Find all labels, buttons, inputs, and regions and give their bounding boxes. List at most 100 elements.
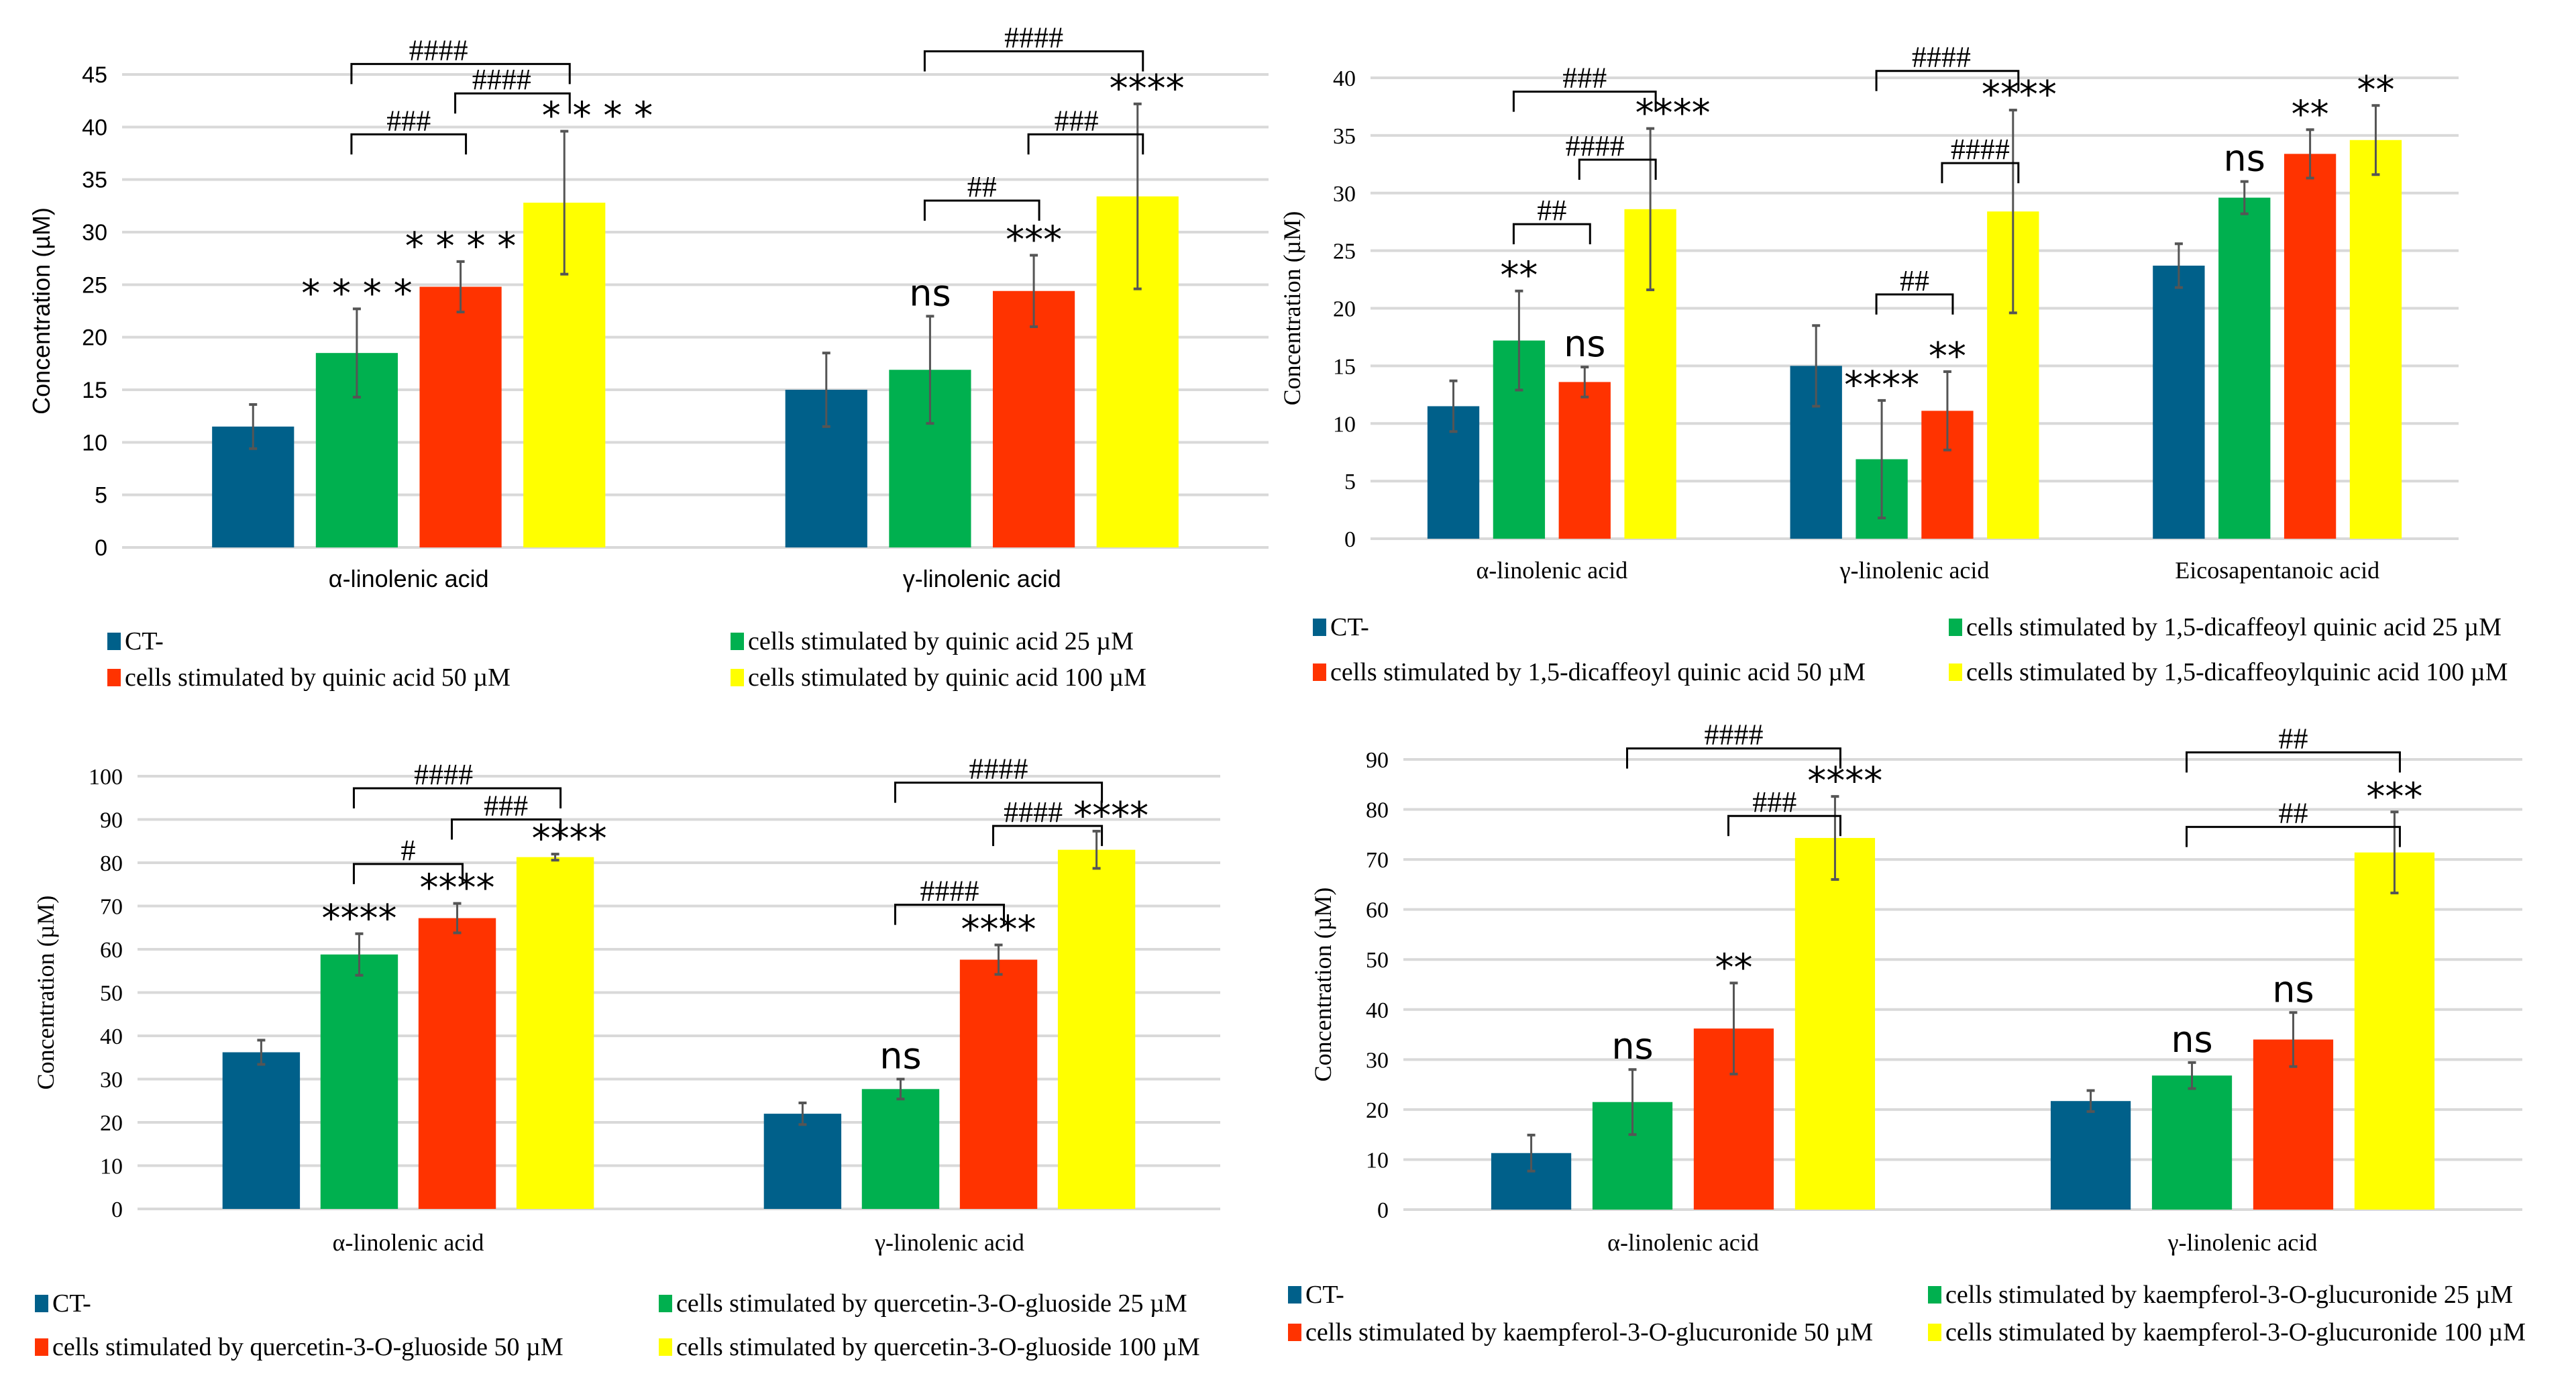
y-tick-label: 50 [1366,948,1389,973]
bracket-label: ### [1752,786,1796,818]
bar [2354,852,2435,1210]
bracket-label: #### [1951,133,2010,166]
y-tick-label: 15 [1333,354,1356,379]
comparison-bracket [2186,751,2401,773]
chart-panel-4: 0 10 20 30 40 50 60 70 80 90 Concentration (µM) α-l… [1309,719,2522,1256]
bar [516,857,594,1209]
y-tick-label: 35 [1333,124,1356,149]
y-tick-label: 20 [82,325,107,351]
x-category-label: γ-linolenic acid [874,1229,1024,1256]
y-tick-label: 10 [82,430,107,456]
y-tick-label: 10 [100,1155,123,1179]
bracket-label: ## [1537,194,1566,227]
legend-swatch [731,633,744,650]
comparison-bracket [1578,158,1657,180]
bar [419,286,502,547]
y-axis-label: Concentration (µM) [1309,888,1336,1082]
bracket-label: #### [1566,129,1625,162]
bar [861,1089,940,1209]
significance-label: ns [2272,968,2314,1010]
significance-label: *** [1006,218,1062,262]
y-tick-label: 90 [1366,748,1389,773]
significance-label: **** [1110,67,1185,111]
legend-item: cells stimulated by quercetin-3-O-gluosi… [659,1289,1187,1318]
x-category-label: α-linolenic acid [333,1229,484,1256]
bar [2284,154,2337,539]
legend-swatch [1928,1286,1941,1304]
y-tick-label: 40 [100,1024,123,1049]
y-tick-label: 15 [82,378,107,403]
legend-swatch [1288,1286,1301,1304]
x-category-label: γ-linolenic acid [903,565,1061,592]
legend-label: cells stimulated by 1,5-dicaffeoylquinic… [1966,658,2508,686]
legend-item: cells stimulated by quercetin-3-O-gluosi… [659,1332,1200,1362]
y-tick-label: 20 [100,1111,123,1136]
legend-label: cells stimulated by quercetin-3-O-gluosi… [52,1333,564,1361]
comparison-bracket [352,863,464,884]
bar [992,290,1075,547]
comparison-bracket [1875,293,1954,315]
significance-label: **** [532,817,607,861]
significance-label: * * * * [301,272,412,315]
bracket-label: #### [409,34,468,66]
legend-label: CT- [52,1289,91,1318]
bracket-label: # [401,834,416,867]
significance-label: **** [420,867,495,910]
y-tick-label: 10 [1333,412,1356,437]
significance-label: **** [1073,794,1148,838]
legend-item: cells stimulated by 1,5-dicaffeoyl quini… [1949,613,2502,642]
legend-label: cells stimulated by kaempferol-3-O-glucu… [1945,1318,2526,1346]
legend-item: CT- [1288,1280,1344,1310]
x-category-label: γ-linolenic acid [2167,1229,2318,1256]
significance-label: *** [2366,775,2422,818]
bracket-label: ## [1900,264,1929,297]
legend-swatch [107,669,121,686]
bracket-label: #### [414,758,473,791]
legend-swatch [1928,1324,1941,1341]
legend-item: cells stimulated by kaempferol-3-O-glucu… [1928,1280,2513,1310]
y-tick-label: 100 [89,765,123,790]
bracket-label: ## [967,170,997,203]
bracket-label: #### [1004,21,1063,54]
significance-label: **** [961,908,1036,952]
chart-panel-3: 0 10 20 30 40 50 60 70 80 90 100 Concentration (µM)… [32,753,1220,1256]
comparison-bracket [1941,162,2020,184]
comparison-bracket [350,62,571,85]
bar [320,954,398,1209]
comparison-bracket [1875,70,2020,91]
comparison-bracket [1512,91,1657,112]
significance-label: ns [879,1035,921,1077]
legend-swatch [659,1295,672,1312]
significance-label: **** [321,897,396,941]
comparison-bracket [894,782,1104,803]
bracket-label: ### [1055,104,1099,137]
y-tick-label: 90 [100,808,123,833]
comparison-bracket [454,92,571,114]
x-category-label: Eicosapentanoic acid [2175,557,2379,584]
bracket-label: ### [1562,62,1607,95]
legend-label: cells stimulated by quercetin-3-O-gluosi… [676,1289,1187,1318]
chart-panel-1: 0 5 10 15 20 25 30 35 40 45 Concentration (µM) α-li… [28,21,1269,592]
bar [2153,265,2205,539]
significance-label: **** [1807,759,1882,803]
legend-swatch [35,1338,48,1356]
legend-item: cells stimulated by quinic acid 25 µM [731,627,1134,656]
legend-label: cells stimulated by kaempferol-3-O-glucu… [1945,1281,2514,1309]
bar [2218,197,2271,539]
bar [2349,140,2402,539]
y-tick-label: 70 [100,895,123,920]
legend-item: cells stimulated by kaempferol-3-O-glucu… [1288,1318,1873,1347]
significance-label: ** [2292,93,2329,136]
y-tick-label: 80 [1366,798,1389,823]
y-tick-label: 0 [95,535,107,561]
bar [1558,382,1611,539]
legend-item: cells stimulated by 1,5-dicaffeoyl quini… [1313,657,1866,687]
bar [959,959,1038,1209]
significance-label: ns [2224,138,2265,180]
comparison-bracket [1512,223,1591,245]
legend-item: cells stimulated by quinic acid 50 µM [107,663,511,692]
y-tick-label: 70 [1366,848,1389,873]
bracket-label: #### [969,753,1028,786]
legend-item: cells stimulated by 1,5-dicaffeoylquinic… [1949,657,2508,687]
